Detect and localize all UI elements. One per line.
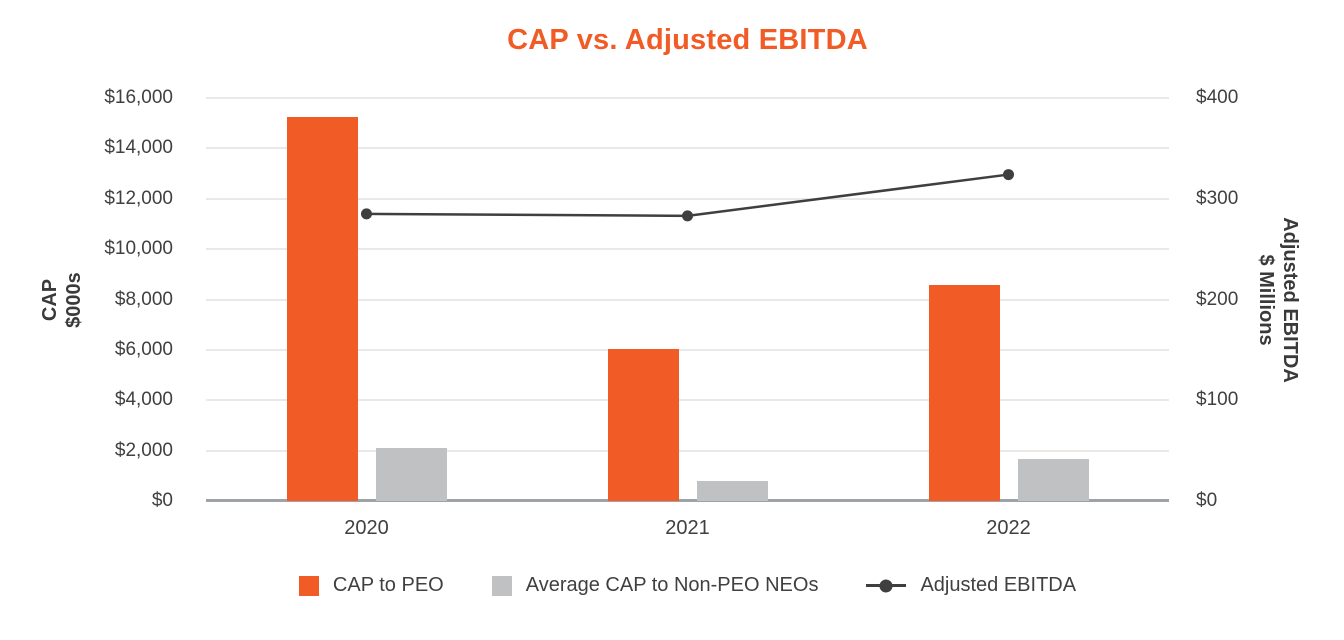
left-axis-tick-label: $6,000 (114, 338, 173, 360)
legend: CAP to PEO Average CAP to Non-PEO NEOs Adj… (206, 574, 1169, 597)
line-marker (361, 208, 372, 220)
legend-swatch-avg-cap-non-peo (491, 575, 512, 596)
gridline (206, 197, 1169, 200)
right-axis-title-line2: $ Millions (1255, 254, 1277, 346)
legend-item-3: Adjusted EBITDA (866, 574, 1076, 597)
adjusted-ebitda-line (361, 169, 1014, 222)
legend-label: CAP to PEO (332, 574, 444, 596)
gridline (206, 248, 1169, 251)
plot-area (206, 97, 1169, 502)
chart-title: CAP vs. Adjusted EBITDA (507, 24, 868, 56)
bar-avg-cap-non-peo-2020 (375, 448, 447, 501)
legend-label: Adjusted EBITDA (920, 574, 1077, 596)
gridline (206, 147, 1169, 150)
left-axis-tick-label: $14,000 (104, 137, 173, 159)
left-axis-tick-label: $10,000 (104, 238, 173, 260)
right-axis-title: Adjusted EBITDA $ Millions (1254, 217, 1302, 383)
left-axis-tick-label: $2,000 (114, 439, 173, 461)
legend-line-dot (879, 579, 893, 592)
legend-item-1: CAP to PEO (298, 574, 444, 597)
left-axis-tick-label: $8,000 (114, 288, 173, 310)
right-axis-tick-label: $400 (1196, 87, 1239, 108)
gridline (206, 348, 1169, 351)
line-marker (682, 210, 693, 222)
left-axis-tick-label: $4,000 (114, 389, 173, 411)
legend-line-marker (866, 579, 907, 592)
left-axis-tick-label: $16,000 (104, 87, 173, 108)
right-axis-title-line1: Adjusted EBITDA (1279, 217, 1301, 383)
bar-avg-cap-non-peo-2022 (1017, 458, 1089, 501)
bar-cap-to-peo-2021 (607, 348, 679, 501)
right-axis-tick-label: $100 (1196, 389, 1239, 411)
left-axis-tick-label: $12,000 (104, 187, 173, 209)
gridline (206, 298, 1169, 301)
legend-item-2: Average CAP to Non-PEO NEOs (491, 574, 819, 597)
legend-label: Average CAP to Non-PEO NEOs (525, 574, 819, 596)
line-marker (1003, 169, 1014, 181)
gridline (206, 399, 1169, 402)
bar-avg-cap-non-peo-2021 (696, 481, 768, 501)
right-axis-tick-label: $300 (1196, 187, 1239, 209)
bar-cap-to-peo-2022 (928, 285, 1000, 501)
legend-swatch-cap-to-peo (298, 575, 319, 596)
x-axis-label-2021: 2021 (665, 517, 710, 539)
x-axis-label-2020: 2020 (344, 517, 389, 539)
right-axis-tick-label: $0 (1196, 490, 1218, 511)
gridline (206, 449, 1169, 452)
x-axis-label-2022: 2022 (986, 517, 1031, 539)
gridline (206, 97, 1169, 99)
left-axis-tick-label: $0 (151, 490, 173, 511)
x-axis-baseline (206, 499, 1169, 502)
bar-cap-to-peo-2020 (286, 116, 358, 501)
right-axis-tick-label: $200 (1196, 288, 1239, 310)
